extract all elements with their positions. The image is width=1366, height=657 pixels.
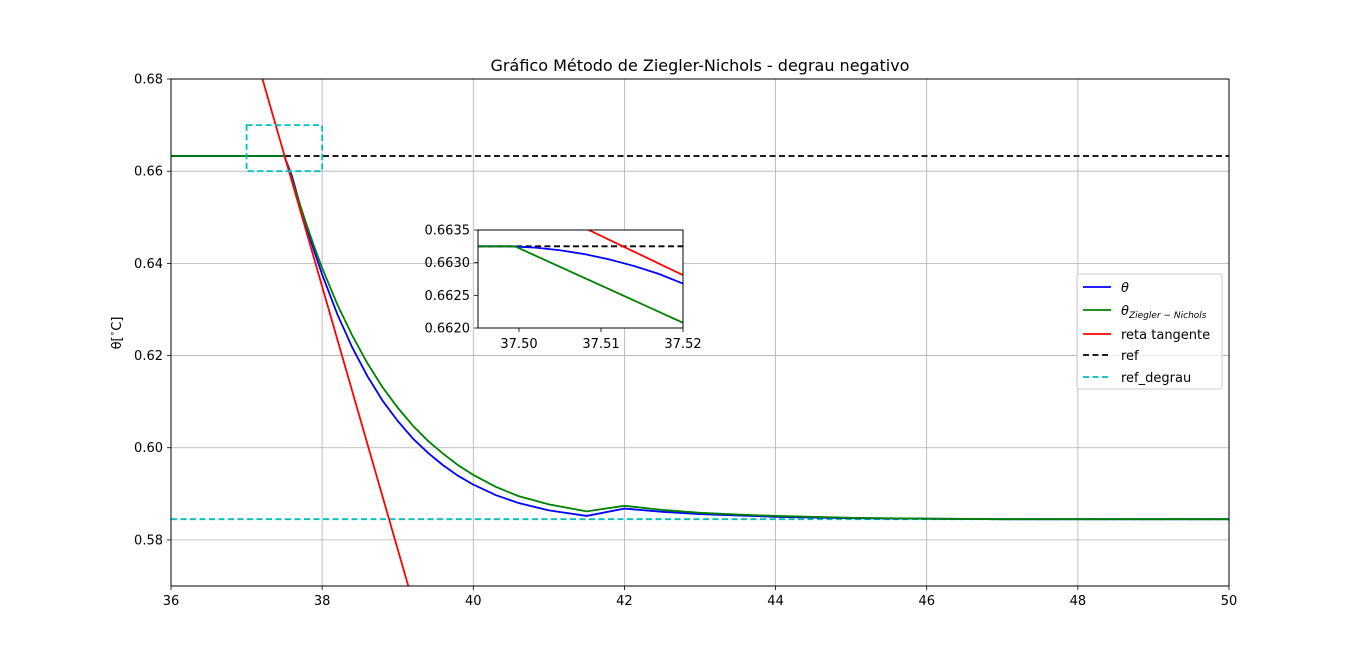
y-tick-label: 0.62 bbox=[134, 349, 163, 364]
series-line-2 bbox=[261, 79, 410, 586]
y-tick-label: 0.60 bbox=[134, 441, 163, 456]
x-tick-label: 50 bbox=[1221, 594, 1238, 609]
inset-y-tick-label: 0.6635 bbox=[425, 224, 471, 239]
legend-label-3: ref bbox=[1121, 349, 1139, 364]
zoom-box bbox=[245, 124, 324, 173]
x-tick-label: 42 bbox=[616, 594, 633, 609]
legend-label-0: θ bbox=[1121, 281, 1129, 296]
y-tick-label: 0.64 bbox=[134, 257, 163, 272]
inset-ticks: 37.50 37.51 37.52 0.6620 0.6625 0.6630 0.6635 bbox=[425, 224, 702, 353]
inset-x-tick-label: 37.51 bbox=[582, 337, 619, 352]
inset-y-tick-label: 0.6630 bbox=[425, 256, 471, 271]
x-tick-label: 48 bbox=[1070, 594, 1087, 609]
inset-background bbox=[478, 230, 683, 328]
x-tick-label: 36 bbox=[163, 594, 180, 609]
inset-frame bbox=[477, 229, 684, 329]
y-axis-label-main: θ[ bbox=[110, 336, 125, 349]
main-ticks: 36 38 40 42 44 46 48 50 0.58 0.60 0.62 0.64 0.66 0.68 bbox=[134, 73, 1237, 610]
y-axis-label-end: C] bbox=[110, 317, 125, 331]
y-tick-label: 0.68 bbox=[134, 73, 163, 88]
main-series bbox=[171, 79, 1229, 586]
chart-title: Gráfico Método de Ziegler-Nichols - degr… bbox=[491, 56, 910, 75]
y-axis-label-sup: ∘ bbox=[108, 331, 118, 337]
zoom-rectangle bbox=[245, 124, 324, 173]
y-tick-label: 0.58 bbox=[134, 533, 163, 548]
legend-label-4: ref_degrau bbox=[1121, 371, 1191, 386]
y-axis-label: θ[∘C] bbox=[108, 317, 125, 350]
main-plot-frame bbox=[170, 78, 1230, 587]
inset-series-line-1 bbox=[588, 230, 683, 276]
series-line-1 bbox=[171, 155, 1229, 521]
x-tick-label: 38 bbox=[314, 594, 331, 609]
x-tick-label: 40 bbox=[465, 594, 482, 609]
inset-series bbox=[478, 230, 683, 324]
inset-x-tick-label: 37.52 bbox=[664, 337, 701, 352]
series-line-0 bbox=[171, 155, 1229, 521]
x-tick-label: 44 bbox=[767, 594, 784, 609]
y-tick-label: 0.66 bbox=[134, 165, 163, 180]
legend-label-1: θZiegler − Nichols bbox=[1121, 304, 1207, 321]
inset-series-line-3 bbox=[478, 245, 683, 324]
x-tick-label: 46 bbox=[918, 594, 935, 609]
legend-label-2: reta tangente bbox=[1121, 328, 1210, 343]
legend: θ θZiegler − Nichols reta tangente ref ref_d… bbox=[1076, 273, 1223, 390]
inset-y-tick-label: 0.6625 bbox=[425, 289, 471, 304]
legend-frame bbox=[1076, 273, 1223, 390]
inset-y-tick-label: 0.6620 bbox=[425, 322, 471, 337]
inset-x-tick-label: 37.50 bbox=[500, 337, 537, 352]
